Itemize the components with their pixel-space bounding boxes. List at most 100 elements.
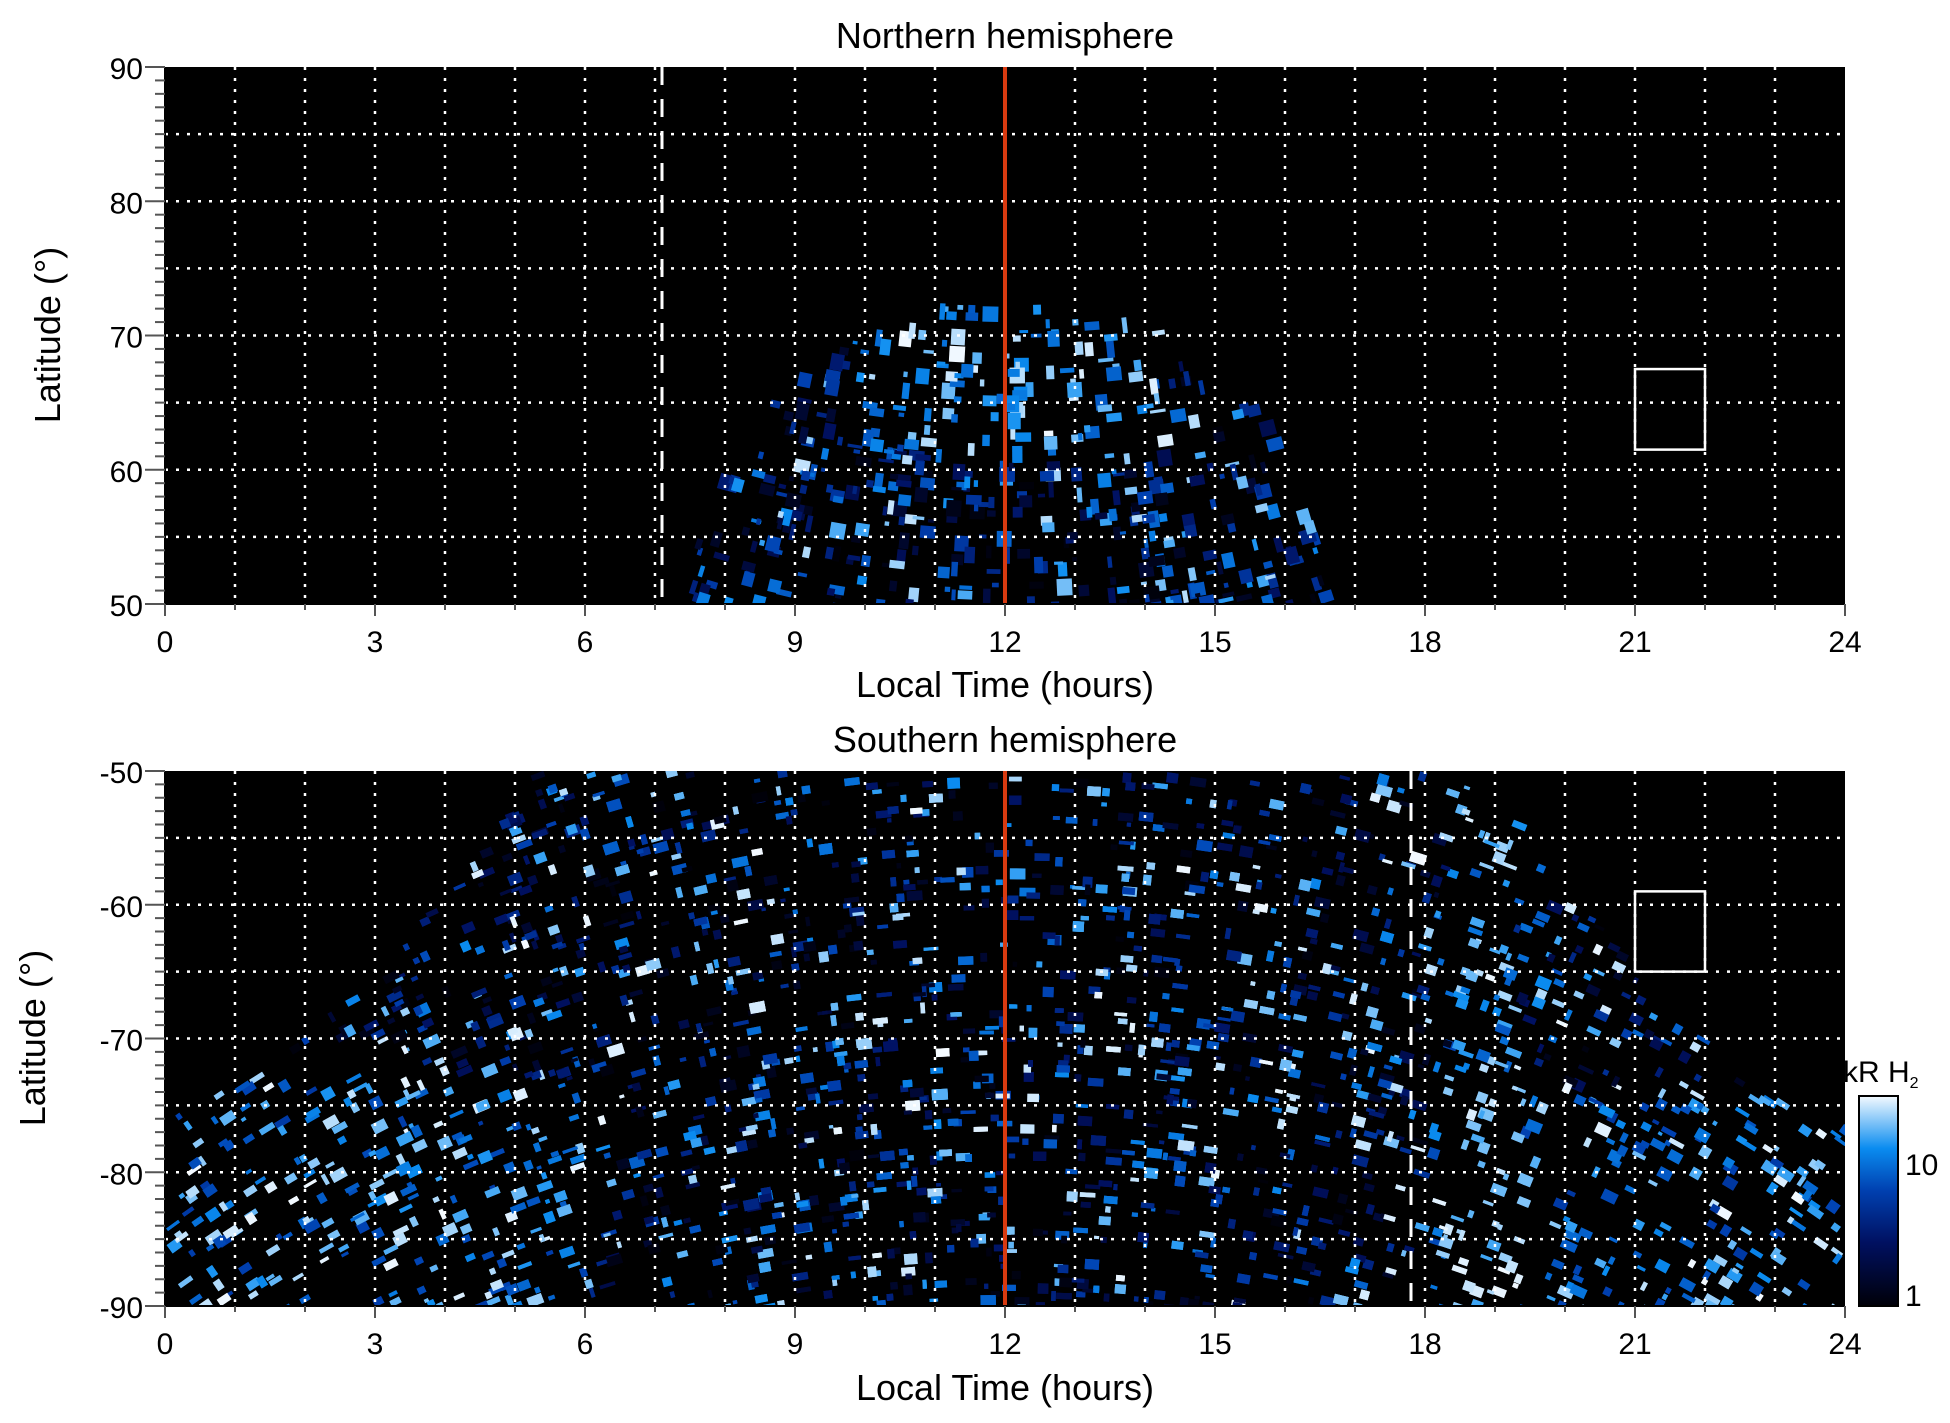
emission-cell (343, 1024, 357, 1038)
emission-cell (1366, 1041, 1383, 1053)
emission-cell (920, 437, 937, 448)
emission-cell (1726, 1267, 1743, 1284)
emission-cell (873, 1186, 887, 1193)
emission-cell (1648, 1012, 1659, 1021)
emission-cell (848, 1255, 862, 1261)
emission-cell (1178, 360, 1184, 372)
emission-cell (1105, 915, 1115, 921)
emission-cell (1170, 908, 1185, 919)
emission-cell (920, 1002, 926, 1014)
emission-cell (1186, 913, 1200, 919)
emission-cell (1516, 1172, 1534, 1188)
emission-cell (906, 849, 919, 858)
emission-cell (368, 1149, 377, 1157)
emission-cell (940, 877, 955, 883)
emission-cell (1232, 1063, 1243, 1072)
emission-cell (592, 877, 610, 888)
x-tick-label: 18 (1408, 1328, 1441, 1361)
emission-cell (788, 523, 797, 541)
emission-cell (1059, 788, 1074, 793)
emission-cell (1051, 1124, 1057, 1133)
emission-cell (474, 945, 486, 955)
emission-cell (828, 1201, 845, 1213)
emission-cell (784, 913, 794, 919)
emission-cell (571, 991, 584, 1004)
emission-cell (174, 1230, 183, 1238)
emission-cell (1129, 1022, 1136, 1033)
emission-cell (1122, 772, 1132, 784)
emission-cell (1212, 430, 1226, 444)
emission-cell (1089, 498, 1100, 515)
emission-cell (481, 1250, 495, 1261)
emission-cell (1077, 432, 1083, 441)
emission-cell (244, 1211, 258, 1226)
emission-cell (1362, 1258, 1375, 1271)
emission-cell (1169, 1088, 1180, 1095)
emission-cell (1222, 1108, 1239, 1117)
emission-cell (1375, 1129, 1385, 1136)
emission-cell (703, 1146, 716, 1155)
emission-cell (1148, 530, 1157, 542)
emission-cell (669, 1291, 676, 1299)
emission-cell (1043, 1139, 1058, 1149)
emission-cell (639, 1195, 649, 1207)
emission-cell (895, 479, 912, 488)
emission-cell (1025, 839, 1033, 847)
emission-cell (840, 1022, 855, 1030)
emission-cell (394, 998, 405, 1008)
emission-cell (1807, 1199, 1821, 1212)
emission-cell (948, 345, 966, 363)
emission-cell (1103, 333, 1118, 342)
emission-cell (410, 1124, 423, 1138)
emission-cell (1661, 1293, 1669, 1301)
emission-cell (1551, 998, 1566, 1009)
emission-cell (1534, 975, 1553, 991)
emission-cell (1337, 1229, 1351, 1237)
emission-cell (876, 991, 893, 998)
emission-cell (628, 845, 635, 851)
emission-cell (1573, 990, 1585, 1000)
emission-cell (1719, 1224, 1733, 1238)
emission-cell (851, 860, 861, 868)
emission-cell (185, 1185, 200, 1199)
emission-cell (423, 1298, 430, 1303)
emission-cell (1444, 990, 1454, 997)
emission-cell (1647, 1179, 1658, 1187)
emission-cell (1219, 473, 1226, 480)
emission-cell (728, 476, 735, 485)
emission-cell (1307, 1296, 1315, 1305)
emission-cell (550, 1150, 560, 1158)
emission-cell (1687, 1258, 1697, 1269)
emission-cell (318, 1242, 335, 1254)
emission-cell (1600, 1188, 1619, 1205)
emission-cell (706, 1006, 722, 1017)
reference-box (1633, 890, 1707, 973)
emission-cell (363, 1019, 380, 1032)
emission-cell (1033, 556, 1044, 574)
emission-cell (1660, 1126, 1677, 1138)
emission-cell (800, 470, 811, 482)
emission-cell (1018, 481, 1035, 490)
emission-cell (896, 862, 902, 869)
emission-cell (979, 379, 985, 387)
emission-cell (1084, 884, 1091, 896)
emission-cell (1209, 870, 1219, 880)
emission-cell (1331, 1101, 1344, 1109)
emission-cell (1365, 1203, 1375, 1215)
emission-cell (738, 1126, 749, 1133)
emission-cell (545, 1249, 554, 1256)
emission-cell (562, 1145, 579, 1155)
emission-cell (856, 1114, 863, 1121)
emission-cell (1133, 945, 1143, 952)
emission-cell (1814, 1159, 1826, 1171)
emission-cell (795, 1106, 805, 1111)
emission-cell (939, 1149, 953, 1157)
emission-cell (219, 1110, 237, 1126)
emission-cell (1249, 780, 1261, 787)
emission-cell (1113, 1184, 1118, 1191)
emission-cell (1414, 1222, 1430, 1233)
emission-cell (1221, 819, 1234, 827)
emission-cell (490, 1279, 504, 1292)
emission-cell (338, 1243, 350, 1253)
emission-cell (394, 976, 404, 983)
